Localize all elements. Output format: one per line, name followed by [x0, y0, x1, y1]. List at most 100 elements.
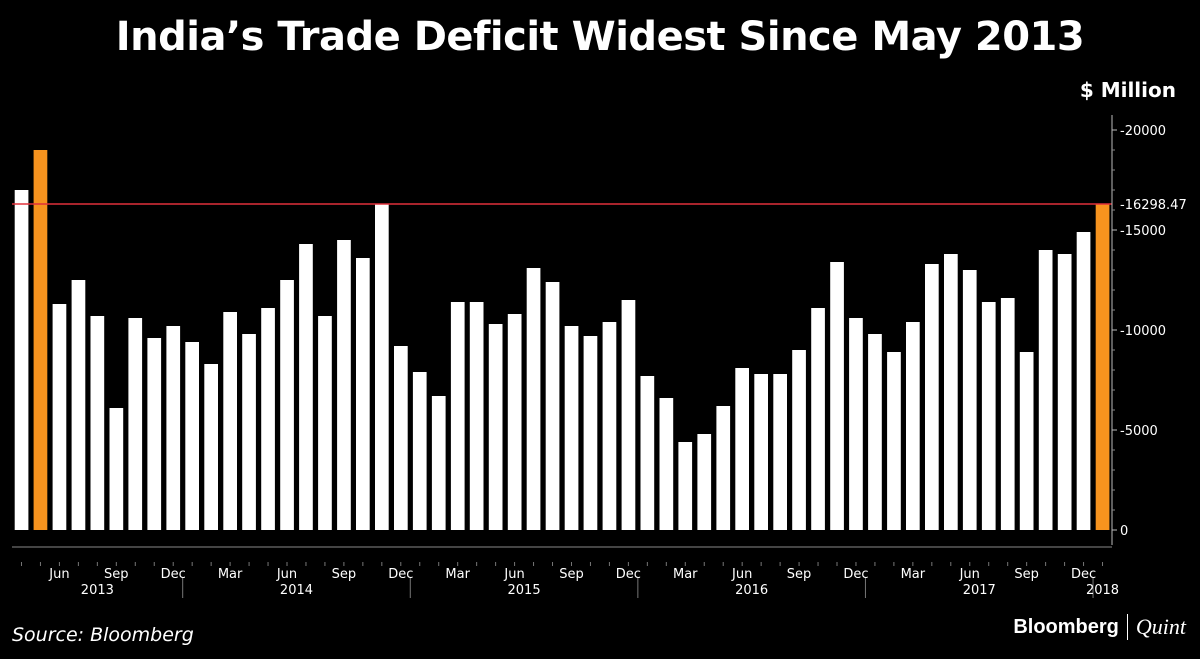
bar-2015-05	[488, 324, 503, 530]
bar-2015-12	[621, 300, 636, 530]
bar-2014-09	[337, 240, 351, 530]
reference-line-label: -16298.47	[1120, 198, 1187, 213]
x-month-label: Mar	[901, 567, 926, 582]
y-tick-label: -15000	[1120, 224, 1166, 239]
x-year-label: 2016	[735, 583, 768, 598]
bar-2017-06	[962, 270, 977, 530]
bar-2014-04	[242, 334, 256, 530]
bar-2015-09	[564, 326, 579, 530]
bar-2017-04	[925, 264, 939, 530]
bar-2014-02	[204, 364, 218, 530]
bar-2015-01	[412, 372, 427, 530]
bar-2016-03	[678, 442, 693, 530]
bar-2013-05	[33, 150, 48, 530]
x-month-label: Jun	[503, 567, 524, 582]
bar-2017-12	[1076, 232, 1091, 530]
bar-2013-11	[147, 338, 162, 530]
bar-2016-07	[754, 374, 768, 530]
bar-2016-12	[849, 318, 863, 530]
bar-2016-09	[792, 350, 806, 530]
x-month-label: Dec	[843, 567, 868, 582]
bar-2013-12	[166, 326, 181, 530]
bar-2013-06	[52, 304, 67, 530]
bar-2015-06	[507, 314, 522, 530]
bar-2015-10	[583, 336, 598, 530]
x-month-label: Sep	[332, 567, 357, 582]
brand-divider	[1126, 614, 1128, 640]
bar-2016-01	[640, 376, 655, 530]
x-month-label: Dec	[161, 567, 186, 582]
bar-chart: -16298.47 0 -5000 -10000 -15000 -20000 Jun Se…	[12, 115, 1187, 598]
bar-2015-03	[450, 302, 465, 530]
bar-2016-11	[830, 262, 844, 530]
brand-bloomberg: Bloomberg	[1013, 615, 1119, 638]
bar-2014-10	[356, 258, 370, 530]
x-month-label: Jun	[731, 567, 752, 582]
y-tick-label: -20000	[1120, 124, 1166, 139]
bar-2015-11	[602, 322, 617, 530]
x-month-label: Sep	[1014, 567, 1039, 582]
bar-2017-11	[1057, 254, 1072, 530]
chart-title: India’s Trade Deficit Widest Since May 2…	[115, 14, 1085, 60]
x-month-label: Mar	[218, 567, 243, 582]
bars-group	[14, 150, 1110, 530]
bar-2014-05	[261, 308, 275, 530]
bar-2017-03	[906, 322, 920, 530]
bar-2014-06	[280, 280, 294, 530]
bar-2016-05	[716, 406, 731, 530]
bar-2016-06	[735, 368, 749, 530]
bar-2017-07	[981, 302, 996, 530]
bar-2016-10	[811, 308, 825, 530]
x-year-label: 2013	[81, 583, 114, 598]
x-month-label: Jun	[276, 567, 297, 582]
x-month-label: Sep	[104, 567, 129, 582]
bar-2013-04	[14, 190, 29, 530]
bar-2015-02	[431, 396, 446, 530]
bar-2016-08	[773, 374, 787, 530]
brand-quint: Quint	[1135, 614, 1186, 639]
x-axis: Jun Sep Dec Mar Jun Sep Dec Mar Jun Sep Dec Mar Jun S…	[12, 546, 1119, 598]
x-month-label: Jun	[959, 567, 980, 582]
y-tick-label: -5000	[1120, 424, 1158, 439]
bar-2013-09	[109, 408, 124, 530]
bar-2017-08	[1000, 298, 1015, 530]
x-year-label: 2017	[963, 583, 996, 598]
bar-2013-07	[71, 280, 86, 530]
x-year-label: 2015	[508, 583, 541, 598]
bar-2016-04	[697, 434, 712, 530]
x-year-label: 2014	[280, 583, 313, 598]
bar-2017-09	[1019, 352, 1034, 530]
bar-2014-03	[223, 312, 237, 530]
bar-2014-12	[394, 346, 408, 530]
bar-2017-01	[868, 334, 882, 530]
bar-2015-04	[469, 302, 484, 530]
bar-2015-07	[526, 268, 541, 530]
x-month-label: Mar	[673, 567, 698, 582]
x-month-label: Mar	[445, 567, 470, 582]
x-year-label: 2018	[1086, 583, 1119, 598]
bar-2014-01	[185, 342, 199, 530]
brand-logo: Bloomberg Quint	[1013, 614, 1186, 640]
y-tick-label: -10000	[1120, 324, 1166, 339]
bar-2017-05	[944, 254, 958, 530]
y-tick-label: 0	[1120, 524, 1128, 539]
x-month-label: Dec	[616, 567, 641, 582]
bar-2013-10	[128, 318, 143, 530]
x-month-label: Jun	[48, 567, 69, 582]
x-month-label: Sep	[787, 567, 812, 582]
bar-2013-08	[90, 316, 105, 530]
x-month-label: Sep	[559, 567, 584, 582]
y-axis-unit-label: $ Million	[1079, 78, 1176, 102]
bar-2017-02	[887, 352, 901, 530]
bar-2014-07	[299, 244, 313, 530]
reference-line-group: -16298.47	[12, 198, 1187, 213]
bar-2017-10	[1038, 250, 1053, 530]
source-note: Source: Bloomberg	[12, 624, 194, 646]
bar-2014-11	[375, 204, 389, 530]
bar-2015-08	[545, 282, 560, 530]
x-month-label: Dec	[1071, 567, 1096, 582]
bar-2016-02	[659, 398, 674, 530]
bar-2018-01	[1095, 204, 1110, 530]
x-month-label: Dec	[388, 567, 413, 582]
y-axis: 0 -5000 -10000 -15000 -20000	[1111, 115, 1166, 545]
